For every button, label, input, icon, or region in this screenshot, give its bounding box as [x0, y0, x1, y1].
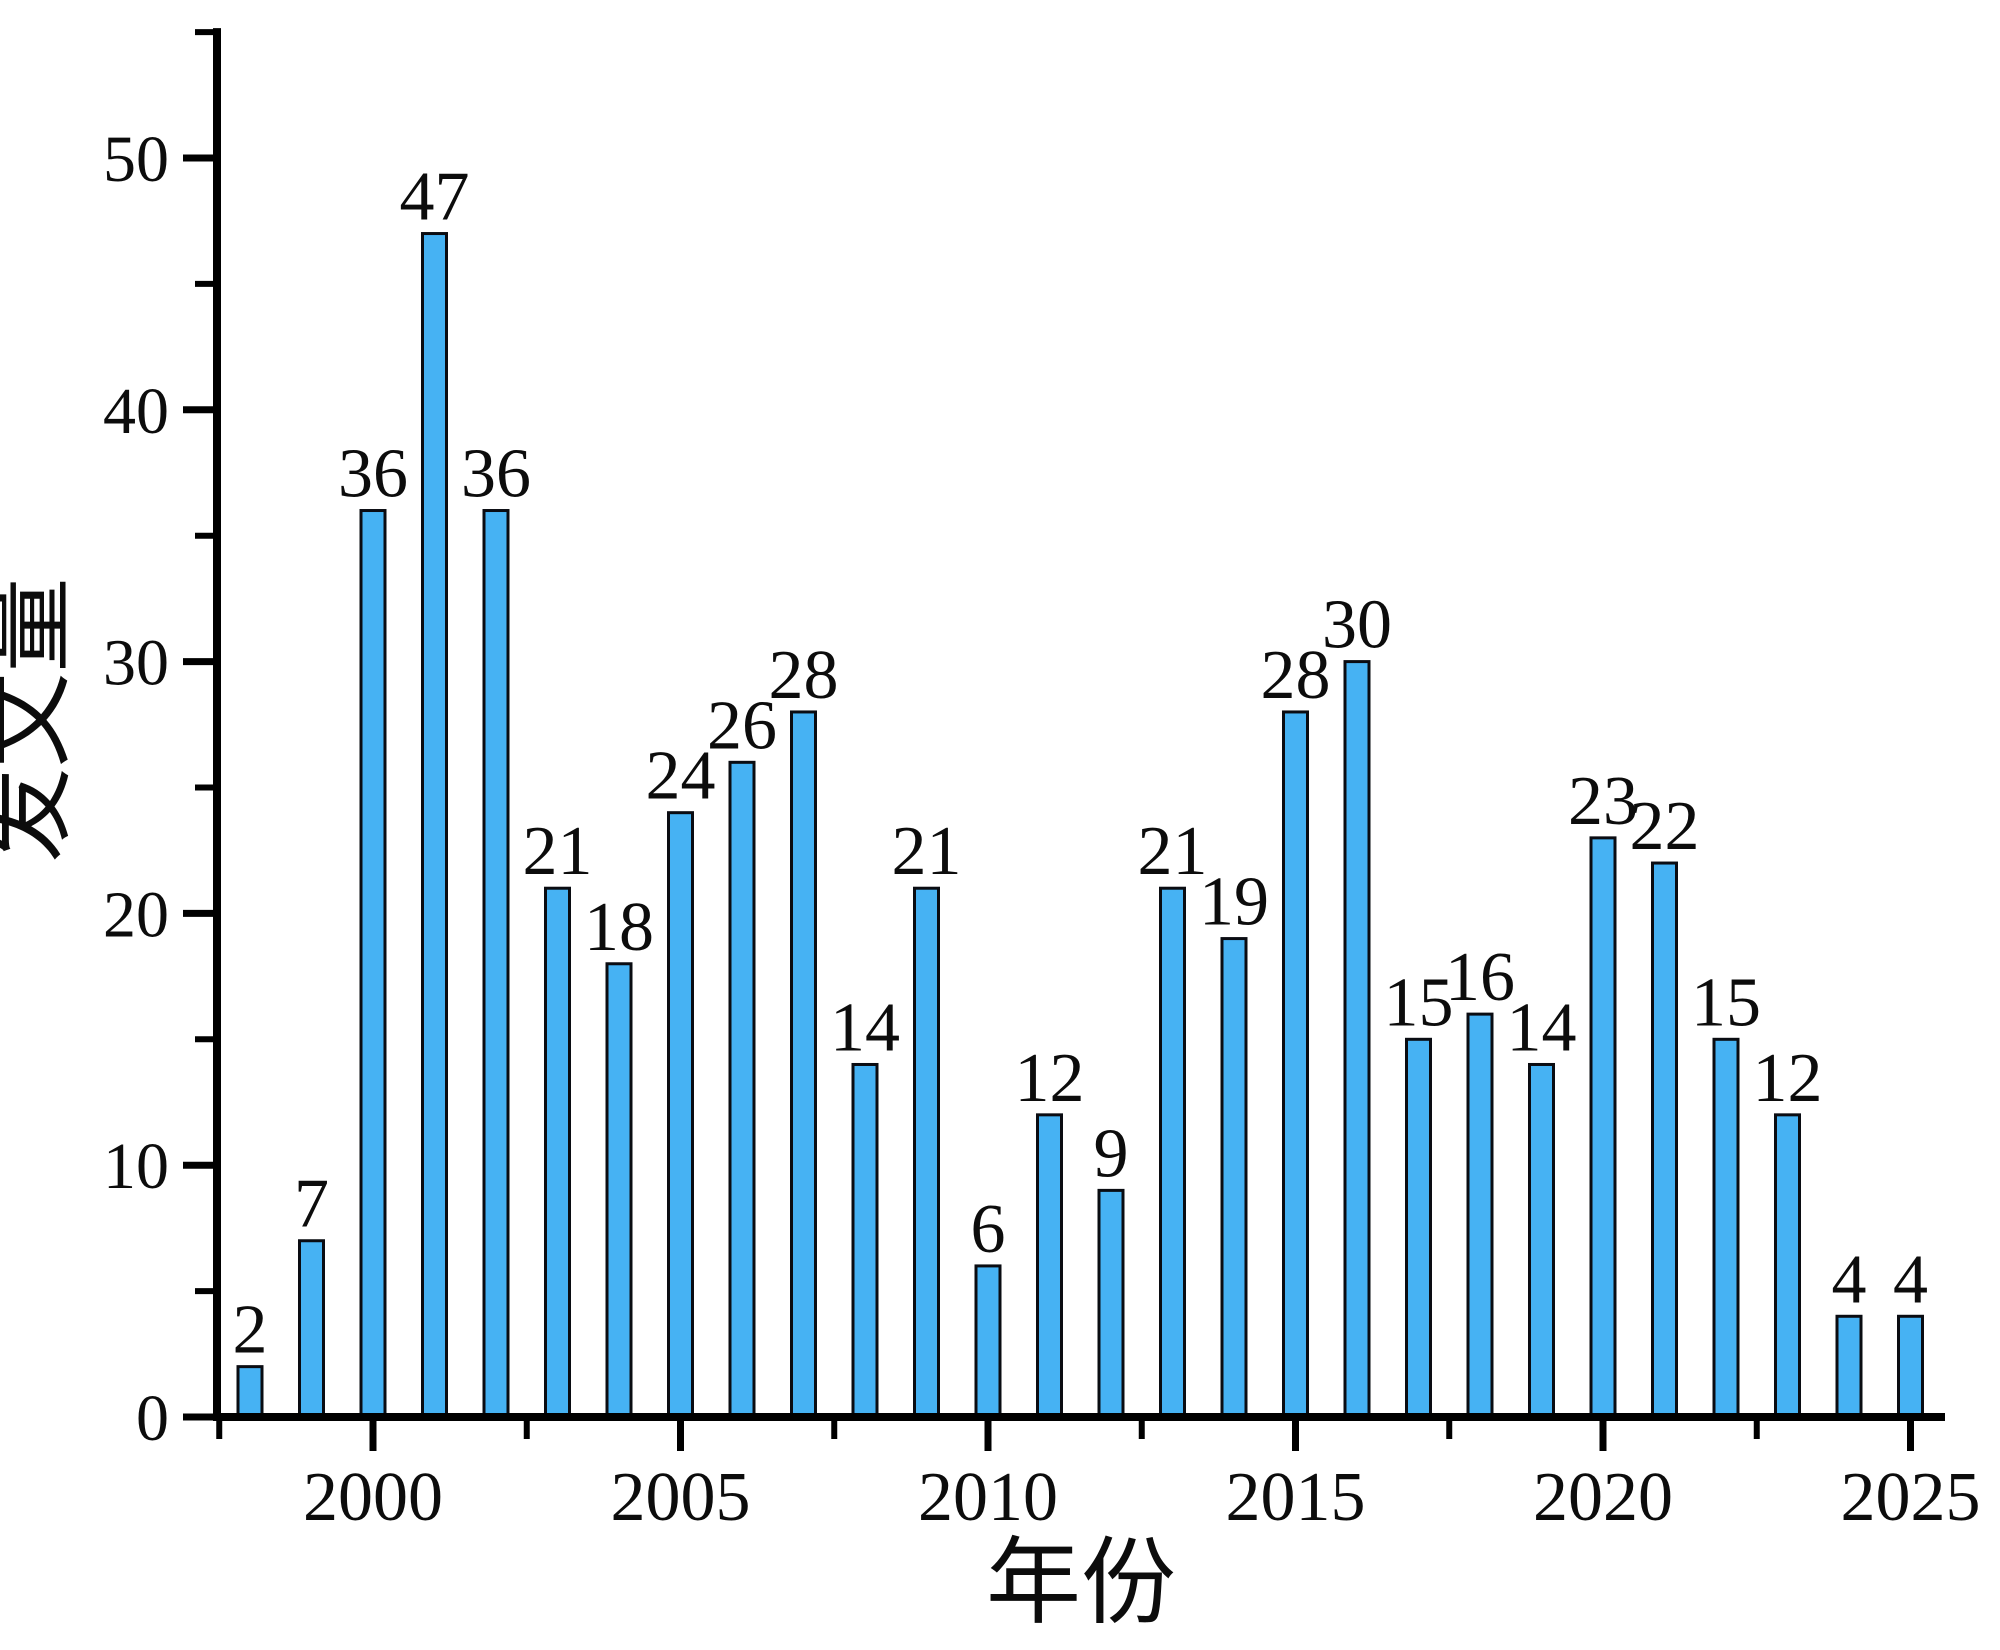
bar-value-label: 21 [1138, 813, 1208, 890]
tick-labels-layer: 0 10 20 30 40 50 2000 2005 2010 2015 2020 2025 [103, 123, 1981, 1536]
bar [1897, 1314, 1924, 1419]
bar-value-label: 28 [1261, 637, 1331, 714]
bar-value-labels-layer: 2736473621182426281421612921192830151614… [233, 159, 1929, 1369]
bar-value-label: 15 [1384, 964, 1454, 1041]
x-tick-label: 2015 [1226, 1459, 1366, 1536]
bar-value-label: 4 [1832, 1241, 1867, 1318]
bar [359, 509, 387, 1419]
x-tick-label: 2025 [1841, 1459, 1981, 1536]
bar-value-label: 30 [1322, 587, 1392, 664]
bar-value-label: 26 [707, 687, 777, 764]
bar-value-label: 16 [1445, 939, 1515, 1016]
x-tick-label: 2010 [918, 1459, 1058, 1536]
bar [974, 1264, 1002, 1419]
bar [1466, 1012, 1494, 1419]
bar [1774, 1113, 1801, 1419]
bar [913, 886, 940, 1419]
bar-value-label: 7 [294, 1166, 329, 1243]
bar [1405, 1037, 1432, 1419]
y-tick-label: 10 [103, 1130, 169, 1203]
bars-layer [236, 232, 1924, 1419]
bar [482, 509, 510, 1419]
bar-value-label: 14 [830, 989, 900, 1066]
bar-value-label: 4 [1893, 1241, 1928, 1318]
bar [605, 962, 633, 1419]
bar-value-label: 24 [646, 738, 716, 815]
bar [1220, 937, 1248, 1419]
y-axis-title: 发文量 [0, 577, 81, 862]
bar-value-label: 12 [1753, 1040, 1823, 1117]
bar [1589, 836, 1617, 1419]
bar-value-label: 28 [769, 637, 839, 714]
bar-value-label: 21 [892, 813, 962, 890]
bar-value-label: 36 [338, 436, 408, 513]
bar [1159, 886, 1186, 1419]
bar-value-label: 47 [400, 159, 470, 236]
bar [1712, 1037, 1740, 1419]
bar [1343, 660, 1371, 1419]
bar [1036, 1113, 1063, 1419]
bar-value-label: 36 [461, 436, 531, 513]
bar [1528, 1062, 1555, 1419]
bar [1651, 861, 1678, 1419]
x-axis-title: 年份 [986, 1530, 1176, 1636]
y-tick-label: 40 [103, 375, 169, 448]
bar-value-label: 23 [1568, 763, 1638, 840]
bar-value-label: 15 [1691, 964, 1761, 1041]
bar [667, 811, 694, 1419]
bar-value-label: 2 [233, 1292, 268, 1369]
bar [790, 710, 817, 1419]
y-tick-label: 30 [103, 627, 169, 700]
x-tick-label: 2020 [1533, 1459, 1673, 1536]
bar-value-label: 9 [1094, 1115, 1129, 1192]
bar [421, 232, 448, 1419]
bar [851, 1062, 879, 1419]
bar [1282, 710, 1309, 1419]
bar [728, 760, 756, 1419]
y-tick-label: 20 [103, 878, 169, 951]
bar [298, 1239, 325, 1419]
bar [1097, 1188, 1125, 1419]
bar-value-label: 6 [971, 1191, 1006, 1268]
bar-value-label: 14 [1507, 989, 1577, 1066]
x-tick-label: 2000 [303, 1459, 443, 1536]
bar [1835, 1314, 1863, 1419]
bar-value-label: 19 [1199, 864, 1269, 941]
bar-value-label: 12 [1015, 1040, 1085, 1117]
bar [236, 1365, 264, 1419]
x-tick-label: 2005 [611, 1459, 751, 1536]
axes-layer [183, 28, 1945, 1451]
bar-value-label: 22 [1630, 788, 1700, 865]
y-tick-label: 50 [103, 123, 169, 196]
y-tick-label: 0 [136, 1382, 169, 1455]
bar [544, 886, 571, 1419]
bar-value-label: 18 [584, 889, 654, 966]
bar-value-label: 21 [523, 813, 593, 890]
